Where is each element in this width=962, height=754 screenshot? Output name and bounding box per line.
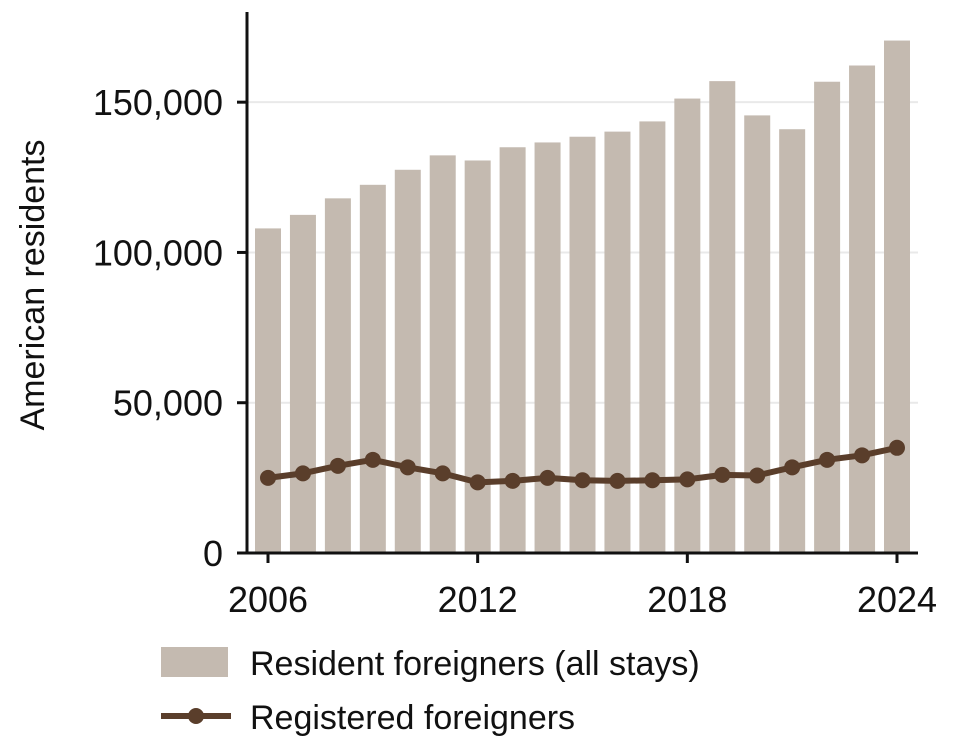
legend-label: Registered foreigners <box>250 699 575 737</box>
line-point <box>889 439 905 456</box>
line-point <box>399 459 416 476</box>
legend-swatch-bar <box>161 647 228 677</box>
x-tick-label: 2012 <box>438 579 518 620</box>
y-axis-title: American residents <box>14 139 52 430</box>
bar <box>814 81 841 554</box>
bar <box>569 136 596 553</box>
line-point <box>644 472 661 489</box>
legend-label: Resident foreigners (all stays) <box>250 645 700 683</box>
bar <box>394 169 421 553</box>
line-point <box>749 467 766 484</box>
y-tick-labels: 0 50,000 100,000 150,000 <box>93 82 247 574</box>
x-tick-labels: 2006 2012 2018 2024 <box>228 553 937 620</box>
line-point <box>854 447 871 464</box>
line-point <box>819 451 836 468</box>
bar <box>849 65 876 553</box>
line-point <box>294 465 311 482</box>
bar <box>779 129 806 553</box>
y-tick-label: 150,000 <box>93 82 223 123</box>
bar <box>255 228 281 553</box>
x-tick-label: 2018 <box>647 579 727 620</box>
bar <box>464 160 491 554</box>
line-point <box>434 465 451 482</box>
bar <box>884 40 910 553</box>
line-point <box>469 474 486 491</box>
line-point <box>329 457 346 474</box>
bar <box>429 155 456 554</box>
legend: Resident foreigners (all stays) Registere… <box>161 645 700 737</box>
legend-swatch-marker <box>188 708 204 724</box>
line-point <box>364 451 381 468</box>
line-point <box>679 471 696 488</box>
bar <box>359 184 386 553</box>
bar <box>744 115 771 553</box>
line-point <box>714 466 731 483</box>
line-point <box>784 459 801 476</box>
bar <box>534 142 561 554</box>
legend-item-line: Registered foreigners <box>161 699 575 737</box>
line-point <box>609 472 626 489</box>
y-tick-label: 100,000 <box>93 232 223 273</box>
legend-item-bars: Resident foreigners (all stays) <box>161 645 700 683</box>
line-point <box>539 469 556 486</box>
line-series <box>260 439 905 491</box>
bar <box>604 131 631 554</box>
line-point <box>260 469 276 486</box>
line-point <box>504 472 521 489</box>
line-point <box>574 472 591 489</box>
x-tick-label: 2024 <box>857 579 937 620</box>
y-tick-label: 50,000 <box>113 383 223 424</box>
y-tick-label: 0 <box>203 533 223 574</box>
bar <box>499 147 526 553</box>
bar <box>289 214 316 553</box>
x-tick-label: 2006 <box>228 579 308 620</box>
bar <box>324 198 351 553</box>
